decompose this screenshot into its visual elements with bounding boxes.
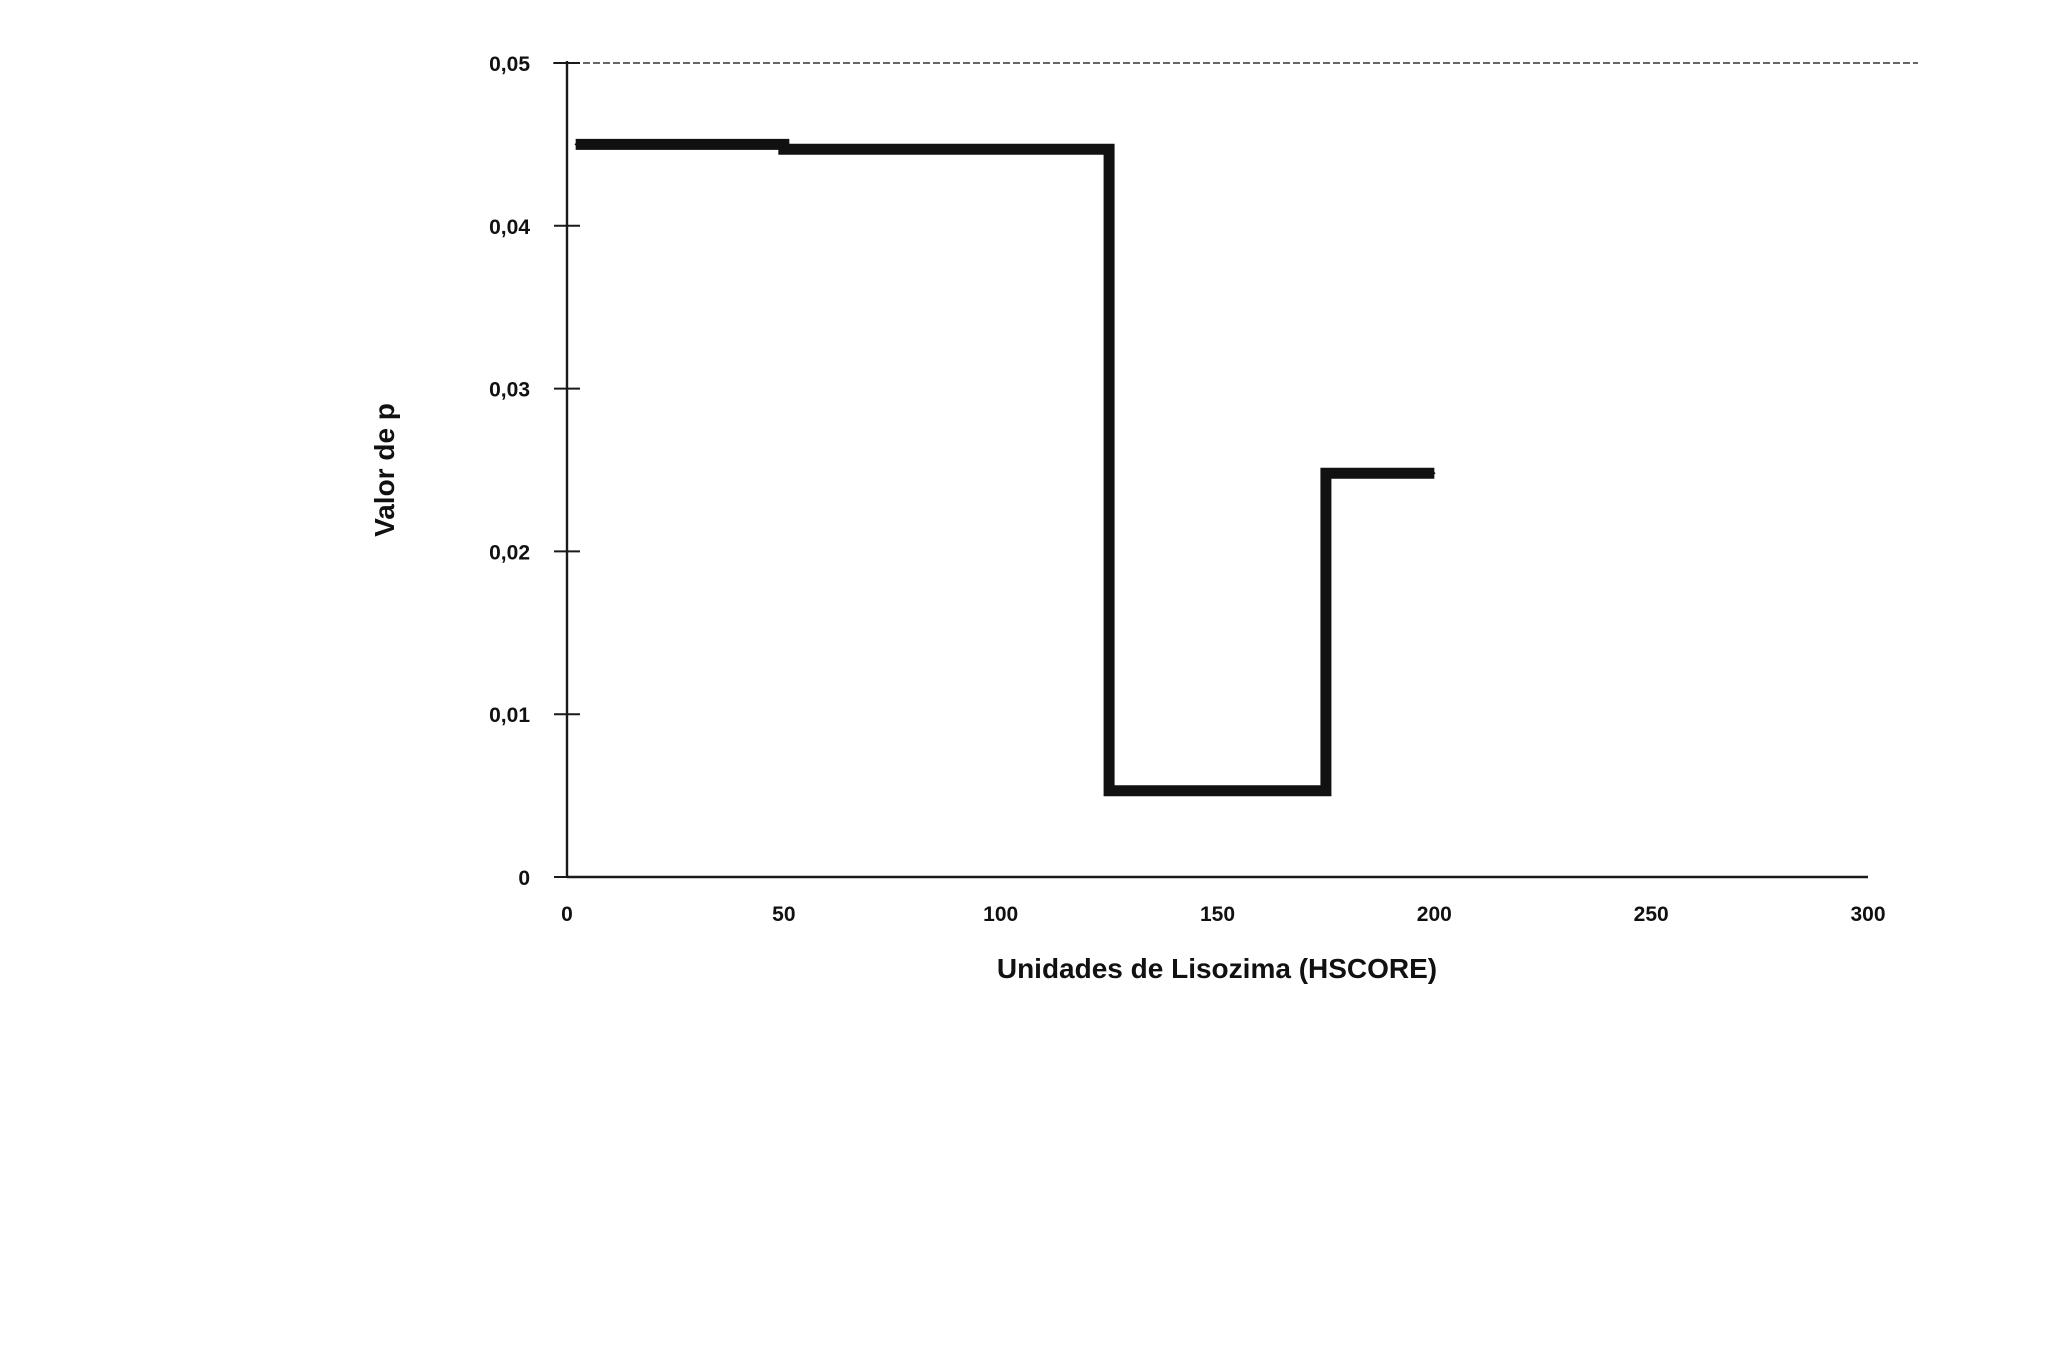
x-tick-label: 300 [1850,903,1885,926]
axes [565,61,1868,879]
x-tick-label: 250 [1634,903,1669,926]
y-axis-title: Valor de p [369,403,400,537]
series-layer [574,138,1436,797]
x-tick-label: 100 [983,903,1018,926]
y-tick-label: 0,02 [489,541,530,564]
y-tick-label: 0,05 [489,53,530,76]
series-point [782,148,785,151]
y-tick-label: 0,04 [489,216,530,239]
x-tick-label: 0 [561,903,573,926]
series-point [1108,789,1111,792]
y-tick-label: 0 [518,867,530,890]
y-tick-label: 0,01 [489,704,530,727]
ticks: 0 0,01 0,02 0,03 0,04 0,05 0 50 100 150 200 250 300 [489,53,1885,926]
series-point [1324,472,1327,475]
series-line-0 [575,138,1435,797]
x-tick-label: 200 [1417,903,1452,926]
x-tick-label: 50 [772,903,795,926]
series-point [574,143,577,146]
x-tick-label: 150 [1200,903,1235,926]
series-point [1433,472,1436,475]
x-axis-title: Unidades de Lisozima (HSCORE) [997,953,1437,984]
y-tick-label: 0,03 [489,379,530,402]
